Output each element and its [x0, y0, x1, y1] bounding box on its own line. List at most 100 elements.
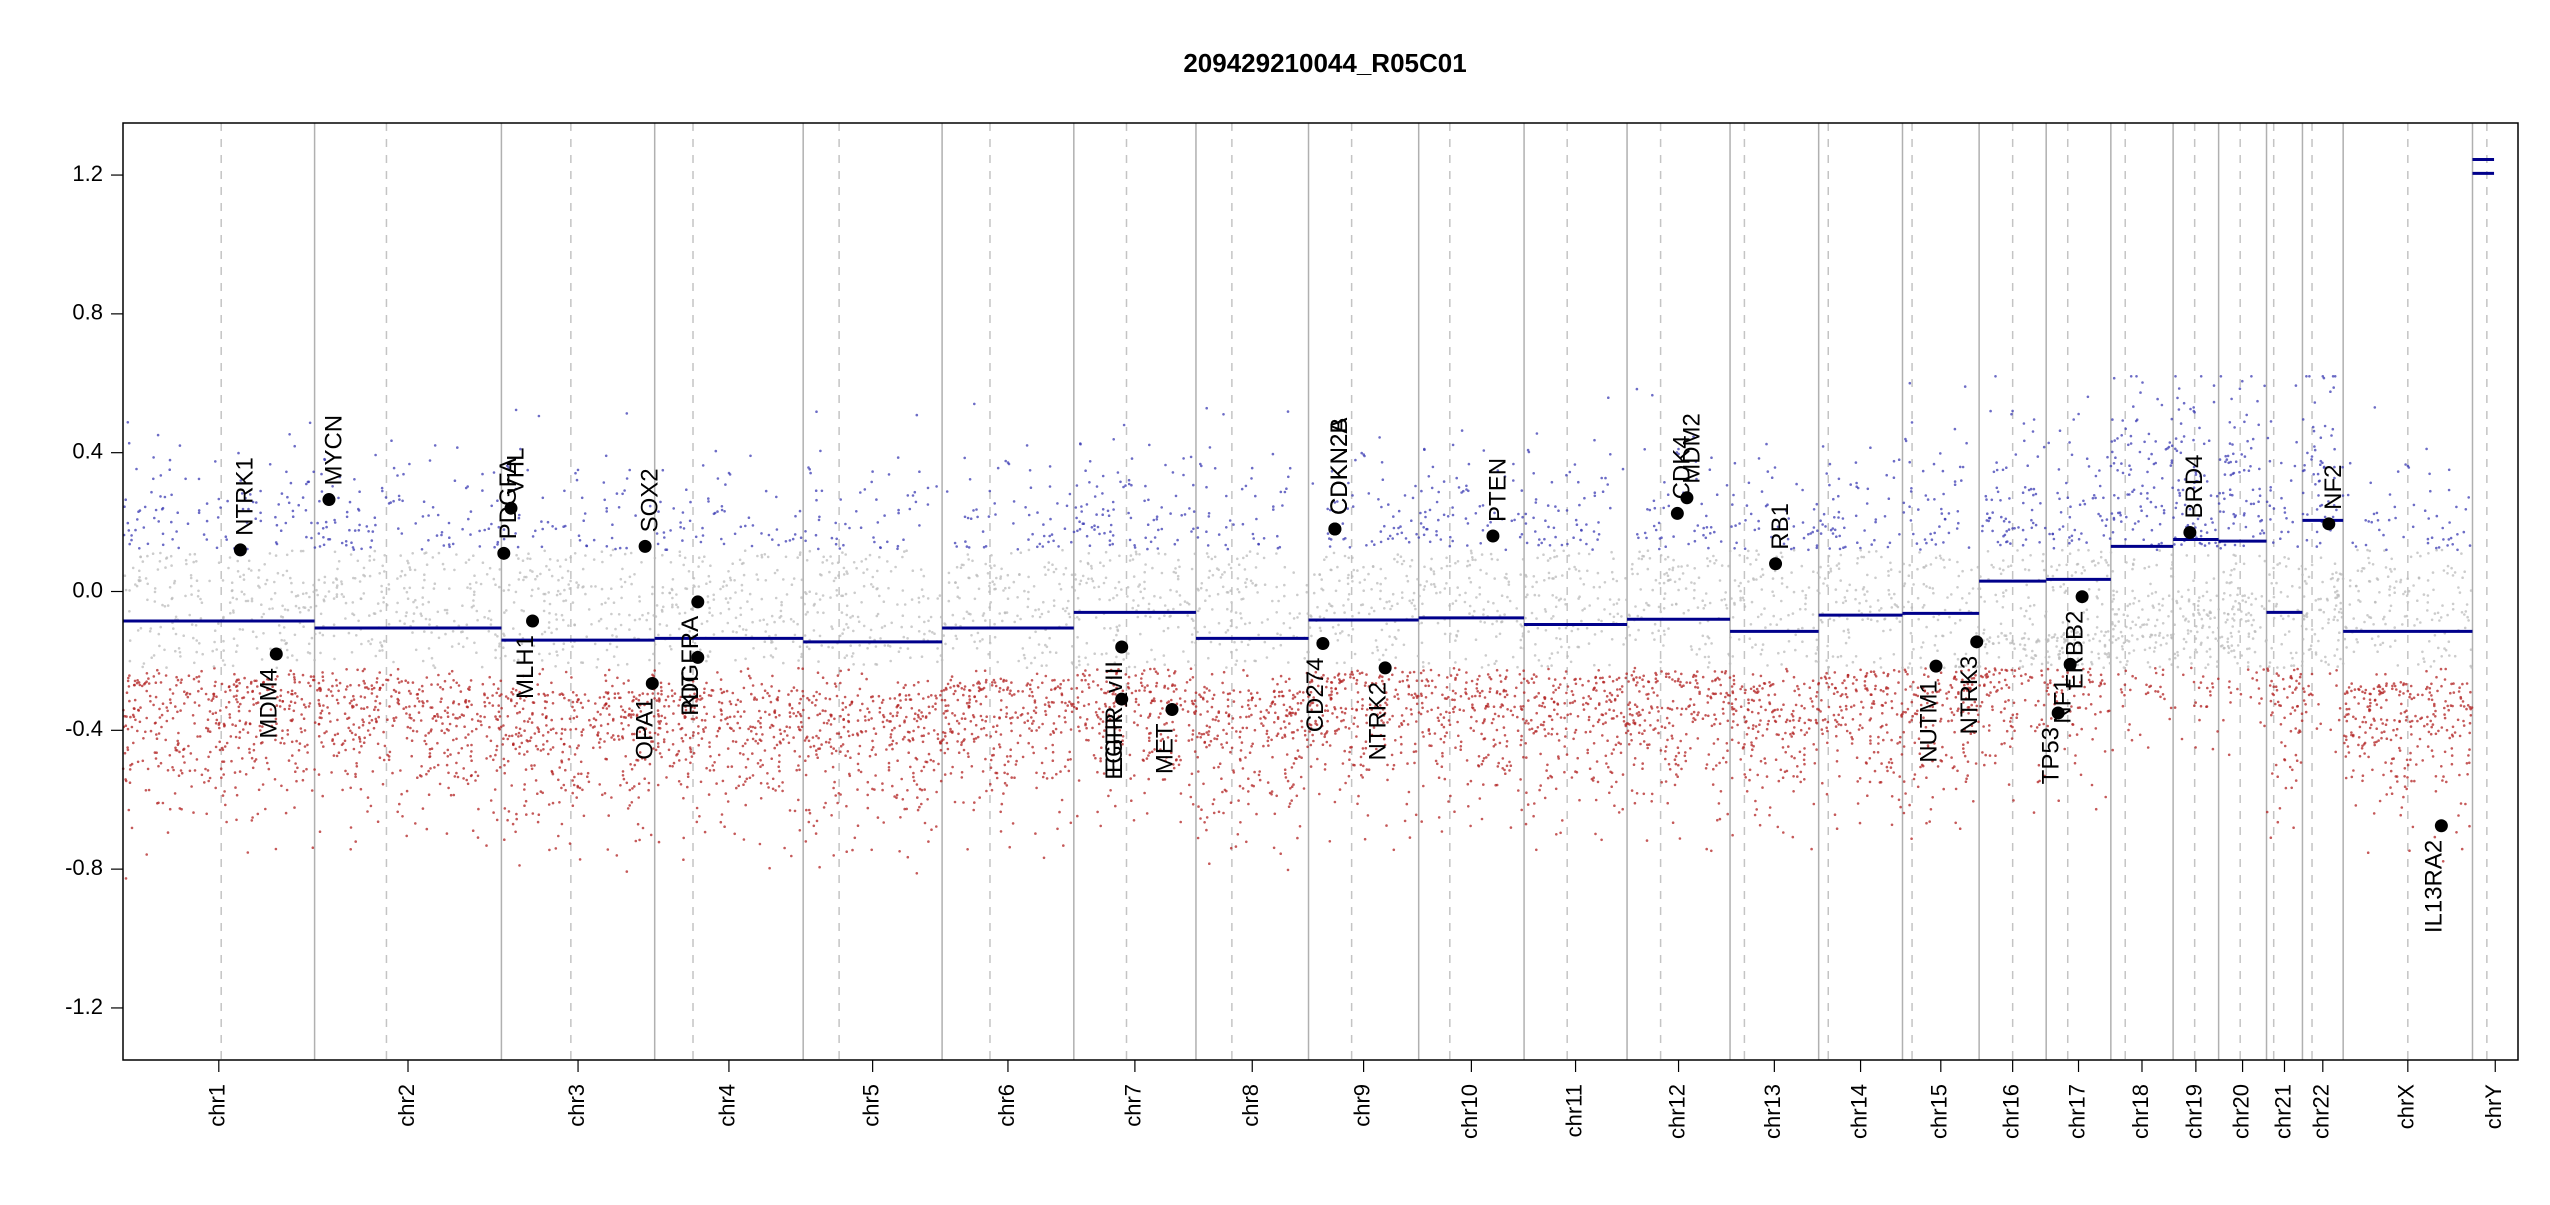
probe-point [406, 790, 409, 793]
probe-point [815, 691, 818, 694]
probe-point [698, 556, 701, 559]
probe-point [951, 675, 954, 678]
probe-point [967, 517, 970, 520]
probe-point [322, 634, 325, 637]
probe-point [227, 567, 230, 570]
probe-point [237, 570, 240, 573]
probe-point [162, 802, 165, 805]
probe-point [1140, 682, 1143, 685]
probe-point [801, 690, 804, 693]
probe-point [1343, 611, 1346, 614]
probe-point [605, 510, 608, 513]
probe-point [493, 546, 496, 549]
probe-point [382, 731, 385, 734]
probe-point [396, 811, 399, 814]
probe-point [353, 614, 356, 617]
probe-point [588, 608, 591, 611]
probe-point [1006, 773, 1009, 776]
probe-point [628, 804, 631, 807]
probe-point [842, 718, 845, 721]
probe-point [537, 587, 540, 590]
probe-point [169, 808, 172, 811]
probe-point [707, 601, 710, 604]
probe-point [608, 697, 611, 700]
probe-point [1240, 749, 1243, 752]
probe-point [491, 694, 494, 697]
probe-point [1401, 563, 1404, 566]
probe-point [265, 757, 268, 760]
probe-point [1245, 841, 1248, 844]
probe-point [1140, 677, 1143, 680]
probe-point [129, 660, 132, 663]
probe-point [300, 727, 303, 730]
probe-point [373, 559, 376, 562]
probe-point [1232, 523, 1235, 526]
probe-point [631, 787, 634, 790]
probe-point [1208, 726, 1211, 729]
probe-point [1203, 821, 1206, 824]
probe-point [771, 538, 774, 541]
probe-point [682, 837, 685, 840]
probe-point [542, 593, 545, 596]
probe-point [1400, 555, 1403, 558]
probe-point [242, 574, 245, 577]
probe-point [761, 764, 764, 767]
probe-point [623, 778, 626, 781]
probe-point [848, 527, 851, 530]
probe-point [683, 527, 686, 530]
probe-point [479, 720, 482, 723]
probe-point [1238, 563, 1241, 566]
probe-point [709, 650, 712, 653]
probe-point [413, 612, 416, 615]
probe-point [648, 659, 651, 662]
probe-point [242, 628, 245, 631]
probe-point [164, 566, 167, 569]
probe-point [476, 713, 479, 716]
probe-point [1116, 626, 1119, 629]
probe-point [611, 685, 614, 688]
probe-point [326, 695, 329, 698]
probe-point [1235, 845, 1238, 848]
probe-point [821, 561, 824, 564]
probe-point [455, 725, 458, 728]
probe-point [1109, 789, 1112, 792]
probe-point [740, 715, 743, 718]
probe-point [917, 693, 920, 696]
probe-point [514, 748, 517, 751]
probe-point [1079, 560, 1082, 563]
probe-point [336, 699, 339, 702]
probe-point [739, 700, 742, 703]
probe-point [1228, 563, 1231, 566]
probe-point [1214, 719, 1217, 722]
probe-point [230, 760, 233, 763]
probe-point [1159, 596, 1162, 599]
probe-point [797, 667, 800, 670]
probe-point [1274, 703, 1277, 706]
probe-point [1147, 778, 1150, 781]
probe-point [567, 570, 570, 573]
probe-point [1233, 641, 1236, 644]
probe-point [1217, 766, 1220, 769]
probe-point [1077, 726, 1080, 729]
probe-point [660, 715, 663, 718]
probe-point [1461, 429, 1464, 432]
probe-point [1388, 678, 1391, 681]
probe-point [778, 785, 781, 788]
probe-point [687, 772, 690, 775]
probe-point [222, 749, 225, 752]
probe-point [195, 624, 198, 627]
probe-point [775, 647, 778, 650]
probe-point [369, 643, 372, 646]
probe-point [1028, 727, 1031, 730]
probe-point [813, 825, 816, 828]
probe-point [851, 701, 854, 704]
probe-point [1260, 722, 1263, 725]
probe-point [421, 685, 424, 688]
probe-point [590, 585, 593, 588]
probe-point [549, 558, 552, 561]
probe-point [1246, 674, 1249, 677]
probe-point [448, 673, 451, 676]
probe-point [334, 521, 337, 524]
probe-point [375, 718, 378, 721]
probe-point [481, 489, 484, 492]
